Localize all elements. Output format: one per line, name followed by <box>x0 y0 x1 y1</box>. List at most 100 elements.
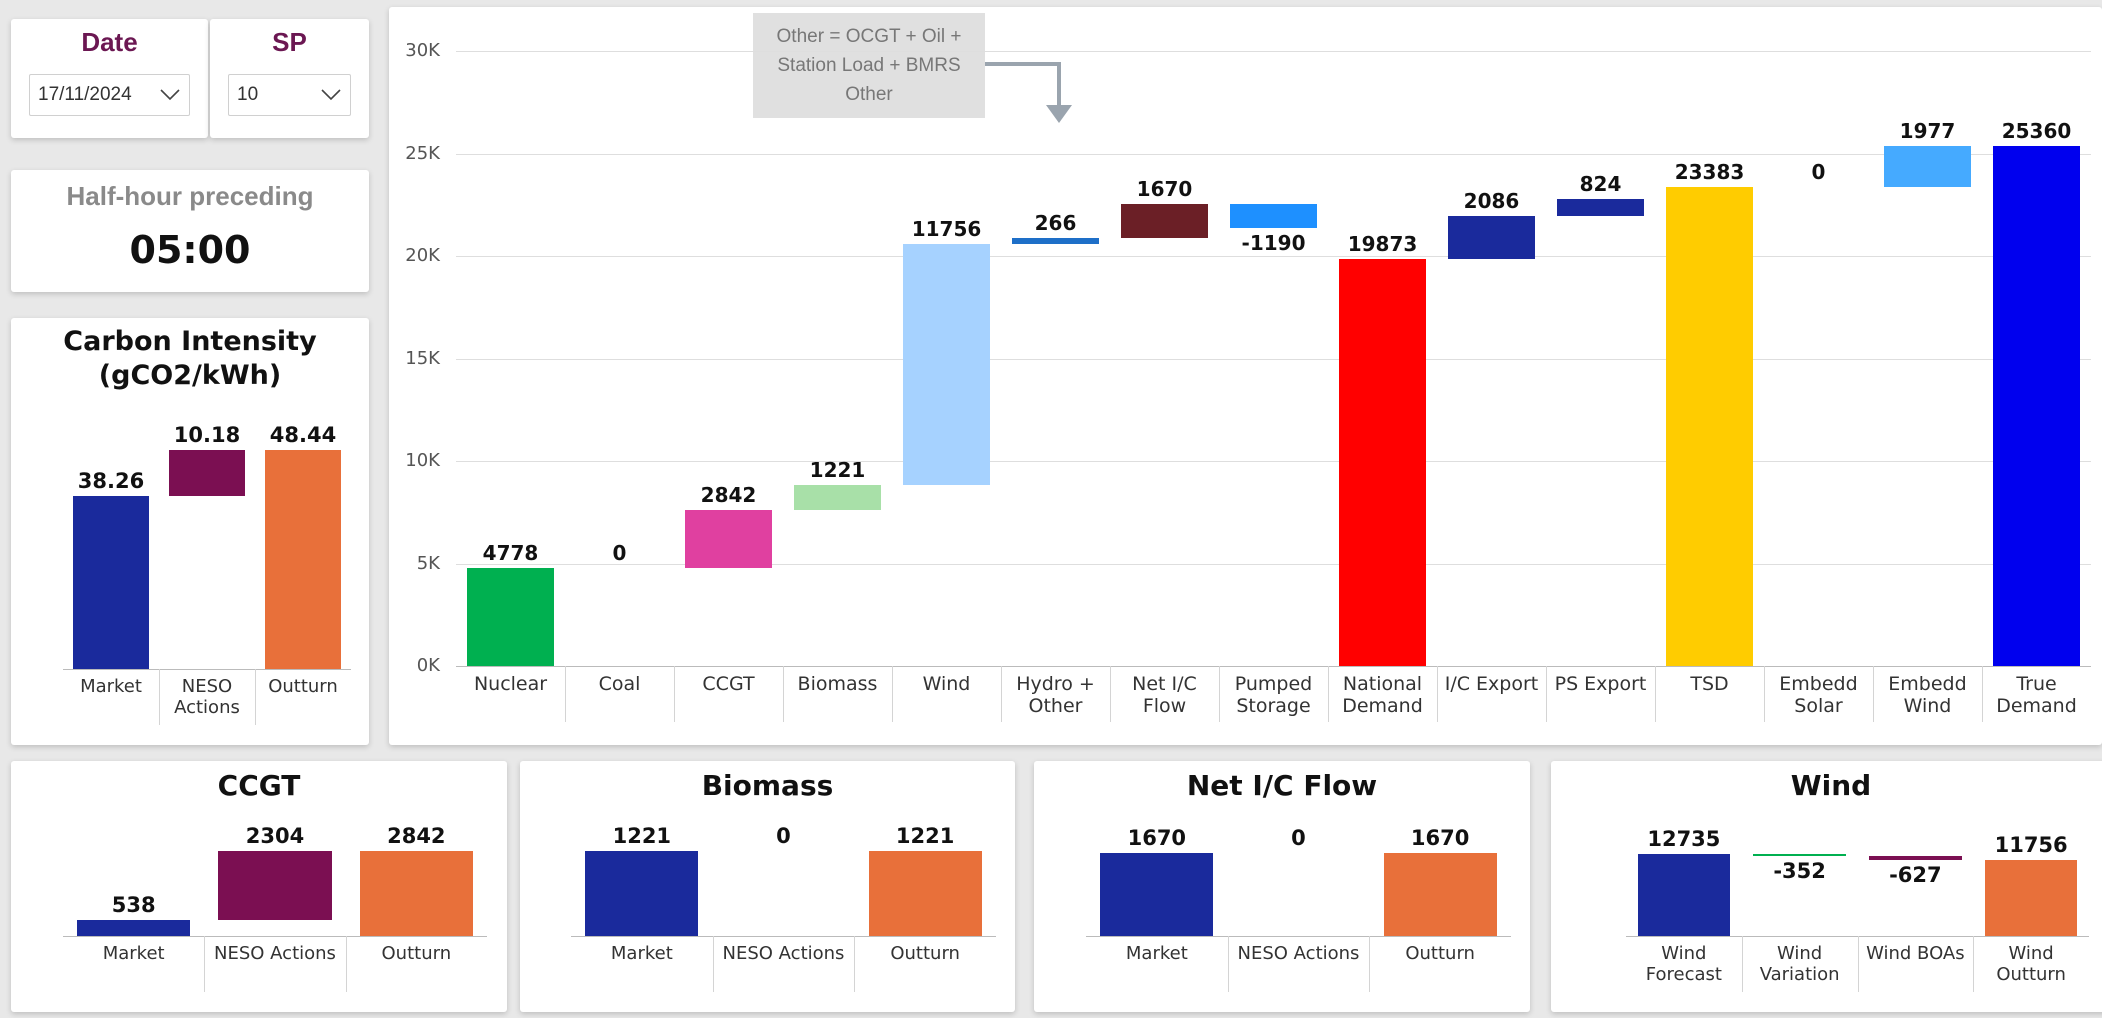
x-tick-label: Market <box>80 676 142 697</box>
category-divider <box>1982 666 1983 722</box>
chart-title: Biomass <box>701 769 834 802</box>
category-divider <box>1546 666 1547 722</box>
y-tick-label: 0K <box>416 655 440 676</box>
bar <box>466 568 555 666</box>
bar <box>1011 238 1100 244</box>
x-tick-label: NESO Actions <box>174 676 240 718</box>
category-divider <box>1369 936 1371 992</box>
sp-dropdown[interactable]: 10 <box>228 74 351 116</box>
x-tick-label: Embedd Solar <box>1779 673 1858 717</box>
x-tick-label: National Demand <box>1342 673 1423 717</box>
category-divider <box>783 666 784 722</box>
card-value: 05:00 <box>129 228 251 272</box>
annotation-box: Other = OCGT + Oil + Station Load + BMRS… <box>753 13 985 118</box>
x-tick-label: Outturn <box>1405 943 1475 964</box>
value-label: 1221 <box>612 824 672 849</box>
chevron <box>321 89 341 101</box>
value-label: 12735 <box>1647 827 1721 852</box>
category-divider <box>1001 666 1002 722</box>
x-tick-label: Hydro + Other <box>1016 673 1095 717</box>
bar <box>359 850 473 936</box>
bar <box>684 509 773 569</box>
category-divider <box>1741 936 1743 992</box>
bar <box>77 919 191 936</box>
filter-value: 17/11/2024 <box>38 84 132 105</box>
y-tick-label: 30K <box>405 40 440 61</box>
value-label: 0 <box>612 541 627 566</box>
category-divider <box>1764 666 1765 722</box>
category-divider <box>712 936 714 992</box>
bar <box>1120 204 1209 239</box>
x-axis-line <box>63 669 351 670</box>
x-tick-label: NESO Actions <box>214 943 336 964</box>
value-label: 4778 <box>482 541 539 566</box>
value-label: 23383 <box>1674 159 1745 184</box>
bar <box>1100 852 1214 936</box>
value-label: 2304 <box>245 823 305 848</box>
x-tick-label: I/C Export <box>1444 673 1539 695</box>
x-tick-label: Market <box>1125 943 1188 964</box>
y-tick-label: 5K <box>416 552 440 574</box>
bar <box>1869 856 1962 861</box>
category-divider <box>1227 936 1229 992</box>
bar <box>585 851 699 936</box>
y-tick-label: 25K <box>405 142 440 164</box>
x-tick-label: Coal <box>598 673 641 695</box>
category-divider <box>1110 666 1111 722</box>
grid-line <box>456 256 2091 257</box>
annotation-arrow <box>985 62 1072 123</box>
category-divider <box>1873 666 1874 722</box>
category-divider <box>1857 936 1859 992</box>
category-divider <box>854 936 856 992</box>
date-dropdown[interactable]: 17/11/2024 <box>29 74 190 116</box>
category-divider <box>204 936 206 992</box>
x-tick-label: TSD <box>1690 673 1729 695</box>
bar <box>1338 258 1427 666</box>
bar <box>1447 215 1536 259</box>
grid-line <box>456 358 2091 360</box>
x-tick-label: CCGT <box>702 673 755 695</box>
grid-line <box>456 153 2091 155</box>
grid-line <box>456 461 2091 462</box>
filter-label: Date <box>81 27 138 57</box>
value-label: 11756 <box>1994 833 2068 858</box>
grid-line <box>456 563 2091 565</box>
x-tick-label: Outturn <box>890 943 960 964</box>
time-card: Half-hour preceding 05:00 <box>11 170 369 292</box>
x-tick-label: Market <box>610 943 673 964</box>
category-divider <box>674 666 675 722</box>
category-divider <box>892 666 893 722</box>
chart-title: Net I/C Flow <box>1186 769 1378 802</box>
bar <box>1556 198 1645 216</box>
chart-title: Wind <box>1790 769 1872 802</box>
card-title: Half-hour preceding <box>66 181 314 211</box>
bar <box>218 850 332 920</box>
bar <box>793 484 882 510</box>
annotation-text: Other = OCGT + Oil + Station Load + BMRS… <box>776 26 962 105</box>
value-label: 2842 <box>387 823 446 848</box>
x-tick-label: Wind Forecast <box>1645 943 1722 985</box>
category-divider <box>1437 666 1438 722</box>
x-tick-label: Outturn <box>381 943 452 964</box>
x-axis-line <box>456 666 2091 667</box>
x-tick-label: Market <box>102 943 165 964</box>
value-label: 0 <box>1811 159 1826 184</box>
bar <box>264 449 342 669</box>
x-tick-label: Outturn <box>268 676 338 697</box>
value-label: 19873 <box>1347 231 1418 256</box>
x-axis-line <box>1086 936 1511 937</box>
x-tick-label: True Demand <box>1996 673 2077 717</box>
value-label: 1670 <box>1410 825 1470 850</box>
grid-line <box>456 51 2091 52</box>
sp-filter: SP 10 <box>210 19 369 138</box>
date-filter: Date 17/11/2024 <box>11 19 208 138</box>
value-label: 25360 <box>2001 119 2072 144</box>
category-divider <box>1973 936 1975 992</box>
bar <box>868 851 982 936</box>
bar <box>1984 860 2078 936</box>
bar <box>1383 852 1497 936</box>
value-label: 1221 <box>895 824 955 849</box>
value-label: 1670 <box>1127 825 1187 850</box>
bar <box>1883 146 1972 187</box>
bar <box>1992 146 2081 666</box>
